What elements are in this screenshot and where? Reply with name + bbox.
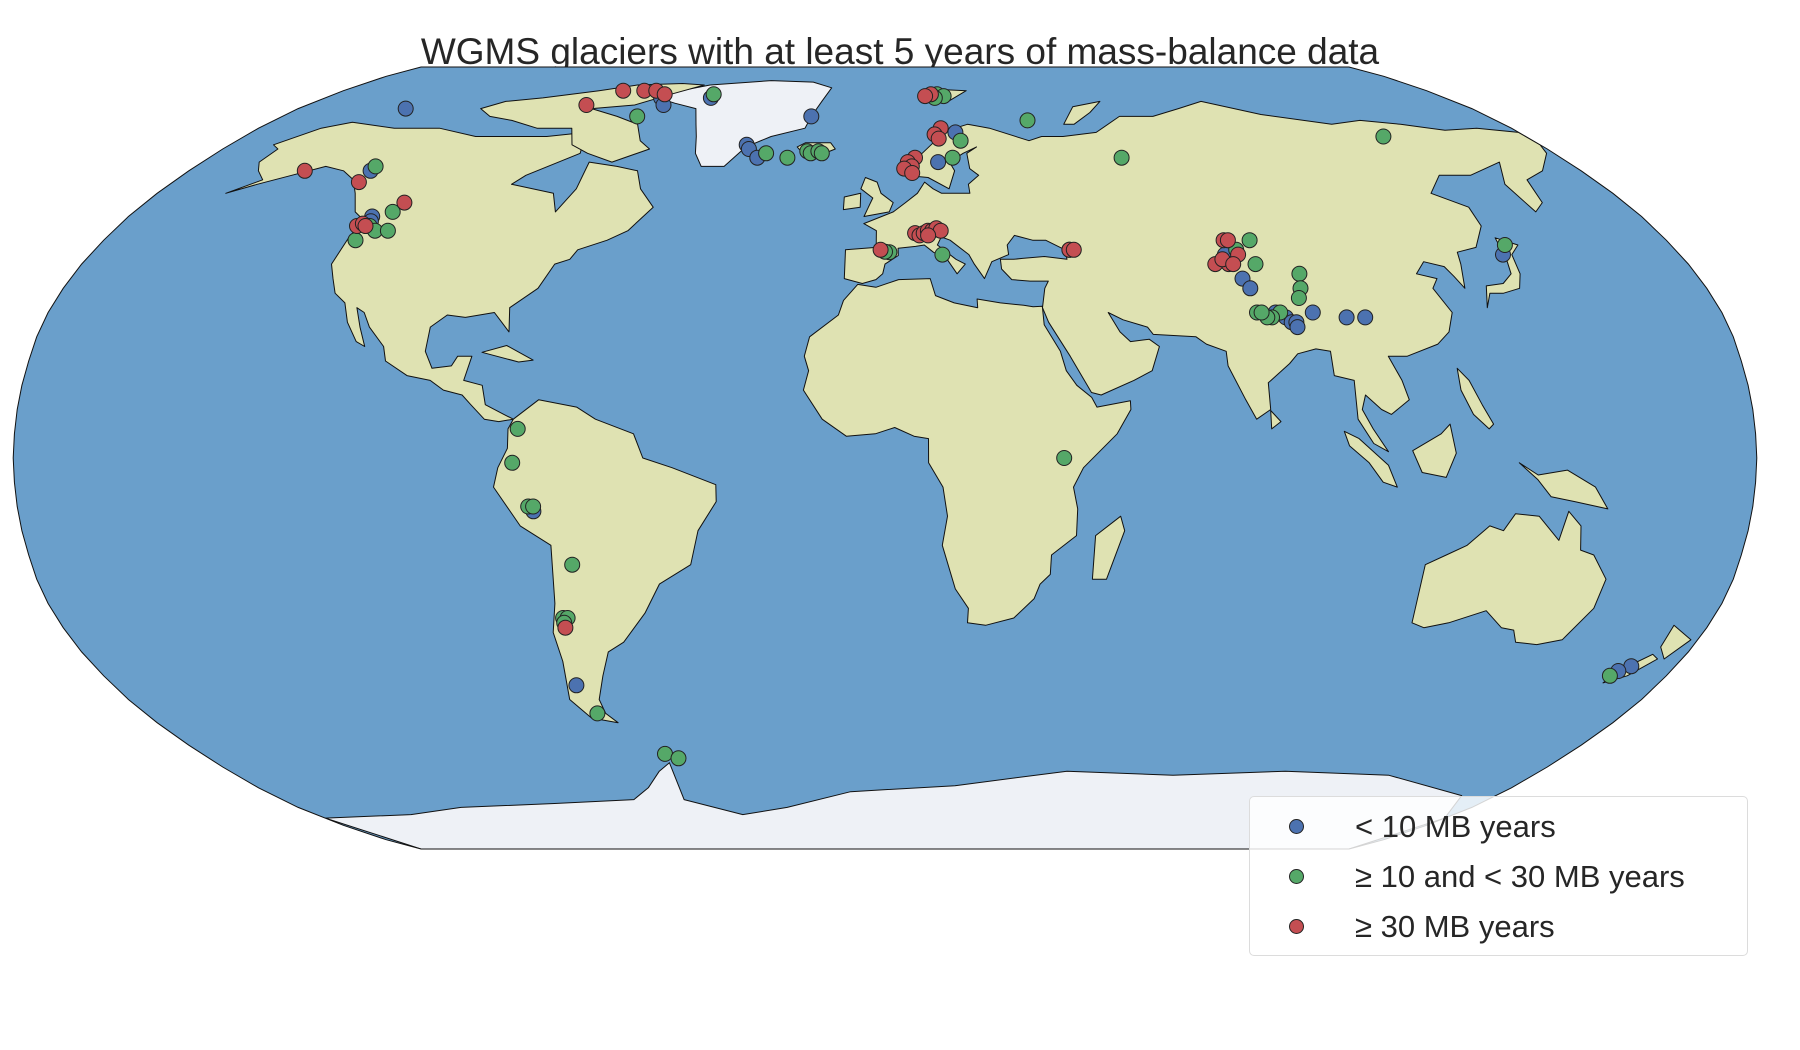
landmass-sri-lanka [1270, 410, 1282, 430]
glacier-point-mid [629, 108, 646, 125]
glacier-point-lt10 [397, 100, 414, 117]
glacier-point-lt10 [1304, 304, 1321, 321]
marker-layer [296, 82, 1640, 767]
glacier-point-ge30 [357, 218, 374, 234]
globe-border [12, 66, 1758, 850]
glacier-point-mid [1019, 112, 1036, 129]
landmass-south-america [493, 399, 717, 724]
landmass-antarctica [324, 762, 1463, 849]
glacier-point-mid [758, 145, 775, 162]
glacier-point-ge30 [296, 162, 313, 179]
glacier-point-mid [379, 222, 396, 239]
glacier-point-mid [589, 705, 606, 722]
glacier-point-mid [504, 454, 521, 471]
glacier-point-lt10 [568, 677, 585, 694]
globe-outline [13, 67, 1757, 849]
landmass-borneo [1412, 423, 1457, 478]
map-legend: < 10 MB years ≥ 10 and < 30 MB years ≥ 3… [1249, 796, 1748, 956]
glacier-point-mid [509, 420, 526, 437]
glacier-point-mid [657, 745, 673, 762]
glacier-point-mid [1113, 149, 1130, 166]
glacier-point-mid [670, 750, 687, 767]
glacier-point-ge30 [1225, 256, 1242, 273]
legend-item-ge30: ≥ 30 MB years [1250, 905, 1747, 949]
glacier-point-lt10 [1242, 280, 1259, 297]
legend-marker-red-icon [1289, 919, 1304, 934]
glacier-point-ge30 [350, 174, 367, 191]
glacier-point-ge30 [917, 88, 934, 105]
legend-marker-green-icon [1289, 869, 1304, 884]
glacier-point-mid [779, 149, 796, 166]
landmass-sumatra [1343, 430, 1398, 488]
landmass-cuba [481, 345, 534, 363]
glacier-point-mid [347, 232, 364, 249]
landmass-australia [1411, 510, 1607, 646]
glacier-point-ge30 [1219, 232, 1236, 249]
glacier-point-mid [1291, 265, 1308, 282]
glacier-point-ge30 [920, 227, 937, 244]
land-layer [225, 80, 1692, 849]
glacier-point-lt10 [1289, 319, 1306, 336]
glacier-point-mid [944, 149, 961, 166]
glacier-point-ge30 [1065, 241, 1082, 258]
landmass-japan [1485, 237, 1521, 309]
landmass-africa [802, 278, 1132, 626]
glacier-point-lt10 [1338, 309, 1355, 326]
glacier-point-ge30 [578, 97, 595, 113]
landmass-madagascar [1091, 515, 1126, 580]
glacier-point-ge30 [930, 130, 947, 147]
landmass-novaya-zemlya [1063, 100, 1101, 125]
glacier-point-ge30 [396, 194, 413, 211]
glacier-point-mid [1375, 128, 1392, 145]
landmass-eurasia [843, 100, 1548, 453]
glacier-point-mid [813, 145, 830, 162]
glacier-point-mid [1601, 667, 1618, 684]
glacier-point-mid [1056, 450, 1073, 466]
landmass-philippines [1456, 367, 1495, 430]
glacier-point-mid [564, 556, 581, 573]
glacier-point-mid [1496, 237, 1513, 253]
glacier-point-ge30 [615, 82, 632, 99]
legend-item-mid: ≥ 10 and < 30 MB years [1250, 855, 1747, 899]
glacier-point-ge30 [872, 241, 889, 258]
glacier-point-ge30 [904, 165, 921, 181]
landmass-ireland [842, 192, 862, 211]
glacier-point-mid [705, 86, 722, 103]
glacier-point-mid [1241, 232, 1258, 249]
landmass-new-guinea [1518, 462, 1609, 510]
glacier-point-mid [384, 203, 401, 220]
glacier-point-lt10 [1357, 309, 1374, 326]
glacier-point-mid [934, 246, 951, 263]
glacier-point-mid [367, 158, 384, 175]
legend-marker-blue-icon [1289, 819, 1304, 834]
legend-label: < 10 MB years [1355, 809, 1556, 844]
glacier-point-mid [1290, 290, 1307, 306]
glacier-point-ge30 [557, 619, 574, 636]
glacier-point-lt10 [930, 154, 947, 171]
glacier-point-mid [1253, 304, 1270, 321]
landmass-new-zealand-n [1660, 624, 1692, 660]
legend-label: ≥ 10 and < 30 MB years [1355, 859, 1685, 894]
legend-item-lt10: < 10 MB years [1250, 805, 1747, 849]
legend-label: ≥ 30 MB years [1355, 909, 1555, 944]
glacier-point-mid [525, 498, 542, 515]
glacier-point-ge30 [656, 86, 673, 103]
map-title: WGMS glaciers with at least 5 years of m… [420, 31, 1380, 72]
landmass-greenland [657, 80, 833, 167]
glacier-point-lt10 [803, 108, 820, 125]
glacier-point-mid [1247, 256, 1264, 273]
glacier-point-mid [952, 132, 969, 149]
landmass-britain [860, 177, 894, 217]
